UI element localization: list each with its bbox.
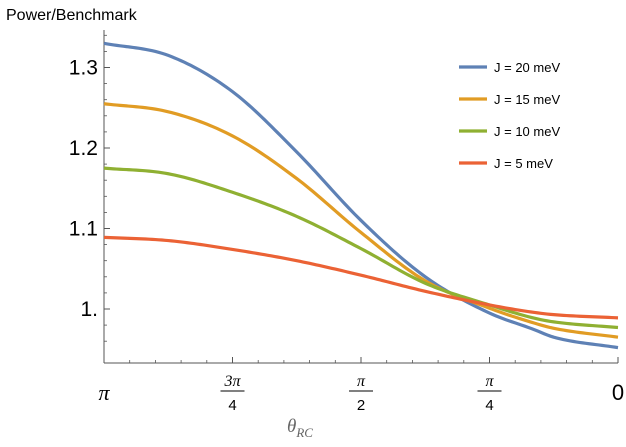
x-tick-label: π — [98, 380, 110, 405]
legend: J = 20 meV J = 15 meV J = 10 meV J = 5 meV — [459, 60, 560, 171]
y-tick-label: 1.1 — [69, 218, 98, 241]
x-tick-label-denominator: 4 — [228, 397, 236, 414]
y-tick-label: 1.3 — [69, 57, 98, 80]
series-line-4 — [103, 235, 619, 320]
legend-label-1: J = 20 meV — [494, 60, 560, 75]
y-tick-label: 1. — [80, 298, 98, 321]
y-axis-label: Power/Benchmark — [6, 7, 138, 24]
x-tick-label-numerator: π — [485, 373, 494, 390]
series-line-3 — [103, 166, 619, 330]
x-axis-label: θRC — [287, 416, 313, 440]
x-axis-label-main: θ — [287, 416, 296, 437]
series-layer — [103, 41, 619, 350]
x-tick-label-numerator: 3π — [223, 373, 241, 390]
legend-label-4: J = 5 meV — [494, 156, 553, 171]
series-line-1 — [103, 41, 619, 350]
legend-label-3: J = 10 meV — [494, 124, 560, 139]
legend-label-2: J = 15 meV — [494, 92, 560, 107]
series-line-2 — [103, 102, 619, 339]
axes: 1. 1.1 1.2 1.3 π 3π 4 π 2 π 4 0 — [69, 30, 624, 414]
x-tick-label-numerator: π — [357, 373, 366, 390]
x-tick-label-denominator: 4 — [485, 397, 493, 414]
x-tick-label: 0 — [612, 380, 624, 405]
x-axis-label-sub: RC — [295, 425, 313, 440]
y-tick-label: 1.2 — [69, 137, 98, 160]
x-tick-label-denominator: 2 — [357, 397, 365, 414]
